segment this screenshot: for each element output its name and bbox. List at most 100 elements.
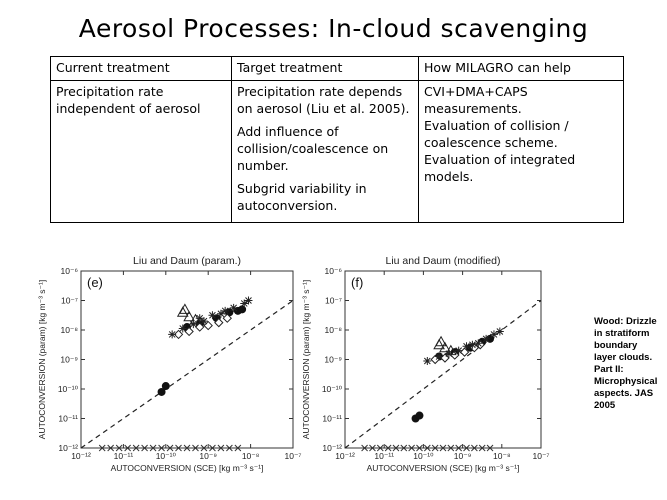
data-point-cross [416,444,423,452]
x-tick-label: 10⁻¹⁰ [156,451,177,461]
data-point-filled-circle [161,382,170,391]
data-point-cross [115,444,123,452]
data-point-asterisk [423,356,432,365]
data-point-asterisk [199,317,208,326]
data-point-asterisk [240,299,249,308]
data-point-cross [439,444,447,452]
y-tick-label: 10⁻⁷ [325,296,342,306]
header-current: Current treatment [50,56,232,81]
data-point-cross [226,444,233,452]
x-tick-label: 10⁻⁹ [199,451,217,461]
header-target: Target treatment [231,56,419,81]
data-point-asterisk [208,311,217,320]
x-tick-label: 10⁻⁷ [284,451,301,461]
cell-target: Precipitation rate depends on aerosol (L… [231,80,419,223]
data-point-asterisk [462,342,471,351]
y-tick-label: 10⁻¹⁰ [58,384,79,394]
data-point-cross [423,444,431,452]
citation-text: Wood: Drizzle in stratiform boundary lay… [594,316,658,411]
one-to-one-line [80,300,294,449]
data-point-cross [166,444,174,452]
data-point-asterisk [468,340,477,349]
data-point-filled-circle [157,387,166,396]
data-point-cross [192,444,199,452]
data-point-cross [408,444,415,452]
data-point-cross [471,444,478,452]
y-tick-label: 10⁻¹⁰ [322,384,343,394]
target-item: Precipitation rate depends on aerosol (L… [237,84,410,116]
y-axis-label: AUTOCONVERSION (param) [kg m⁻³ s⁻¹] [37,280,47,439]
data-point-asterisk [244,296,253,305]
data-point-asterisk [435,352,444,361]
data-point-cross [132,444,140,452]
data-point-cross [447,444,455,452]
one-to-one-line [344,300,542,449]
data-point-cross [478,444,486,452]
y-tick-label: 10⁻⁷ [61,296,78,306]
data-point-cross [486,444,494,452]
x-tick-label: 10⁻⁸ [493,451,511,461]
data-point-asterisk [195,314,204,323]
data-point-cross [209,444,216,452]
cell-milagro: CVI+DMA+CAPS measurements. Evaluation of… [418,80,624,223]
plot-frame [80,270,294,449]
data-point-asterisk [178,324,187,333]
scatter-panel-f [344,270,542,452]
data-point-open-triangle [176,306,189,317]
data-point-open-triangle [183,310,195,322]
data-point-cross [98,444,106,452]
y-tick-label: 10⁻¹² [322,443,342,453]
data-point-asterisk [189,320,198,329]
plot-title: Liu and Daum (modified) [386,255,501,267]
x-tick-label: 10⁻¹¹ [114,451,134,461]
table-header-row: Current treatment Target treatment How M… [50,56,624,81]
data-point-open-diamond [173,329,184,340]
data-point-cross [217,444,225,452]
data-point-open-triangle [439,341,451,353]
data-point-asterisk [221,306,230,315]
data-point-asterisk [489,330,498,339]
milagro-item: Evaluation of collision / coalescence sc… [424,118,569,150]
x-axis-label: AUTOCONVERSION (SCE) [kg m⁻³ s⁻¹] [367,463,520,473]
target-item: Subgrid variability in autoconversion. [237,181,367,213]
target-item: Add influence of collision/coalescence o… [237,124,389,173]
data-point-open-triangle [433,338,445,350]
y-tick-label: 10⁻⁶ [61,266,78,276]
y-tick-label: 10⁻⁶ [325,266,342,276]
data-point-open-diamond [214,317,224,328]
data-point-asterisk [444,349,453,358]
current-text: Precipitation rate independent of aeroso… [56,84,201,116]
y-axis-label: AUTOCONVERSION (param) [kg m⁻³ s⁻¹] [301,280,311,439]
data-point-cross [384,444,392,452]
y-tick-label: 10⁻¹¹ [322,414,342,424]
header-milagro: How MILAGRO can help [418,56,624,81]
y-tick-label: 10⁻⁸ [324,325,342,335]
data-point-cross [463,444,470,452]
cell-current: Precipitation rate independent of aeroso… [50,80,232,223]
panel-label: (f) [351,275,363,290]
slide-title: Aerosol Processes: In-cloud scavenging [78,14,589,43]
treatment-table: Current treatment Target treatment How M… [50,56,624,223]
x-tick-label: 10⁻⁷ [532,451,549,461]
x-tick-label: 10⁻¹¹ [374,451,394,461]
table-row: Precipitation rate independent of aeroso… [50,80,624,223]
data-point-cross [175,444,182,452]
y-tick-label: 10⁻⁹ [60,355,78,365]
x-tick-label: 10⁻¹² [71,451,91,461]
x-tick-label: 10⁻¹⁰ [413,451,434,461]
x-tick-label: 10⁻⁹ [454,451,472,461]
y-tick-label: 10⁻⁸ [60,325,78,335]
data-point-open-diamond [184,326,194,337]
data-point-cross [158,444,165,452]
data-point-cross [431,444,439,452]
data-point-open-diamond [222,313,232,323]
data-point-open-diamond [195,322,205,332]
scatter-panel-e [80,270,294,452]
data-point-cross [400,444,408,452]
data-point-asterisk [168,330,177,339]
milagro-item: Evaluation of integrated models. [424,152,576,184]
data-point-cross [124,444,131,452]
data-point-asterisk [229,303,238,312]
data-point-filled-circle [238,305,247,314]
